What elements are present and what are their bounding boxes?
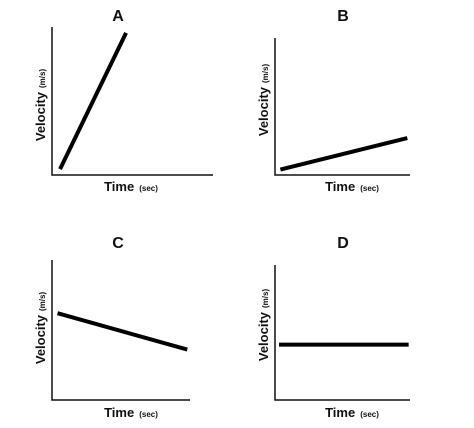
panel-b: B Velocity(m/s) Time (sec) [256,8,410,194]
panel-c-series-line [56,311,188,352]
panel-c-y-axis-label: Velocity(m/s) [33,292,48,365]
panel-b-y-axis-label: Velocity(m/s) [256,64,271,137]
panel-c: C Velocity(m/s) Time (sec) [33,235,190,420]
panel-c-title: C [112,235,124,252]
panel-a-axes [51,27,213,176]
panel-a-y-axis-label: Velocity(m/s) [33,69,48,142]
panel-a-title: A [112,8,124,25]
panel-a-series-line [58,32,128,170]
panel-a: A Velocity(m/s) Time (sec) [33,8,213,194]
panel-c-axes [51,260,190,401]
panel-b-x-axis-label: Time (sec) [325,179,379,194]
panel-a-x-axis-label: Time (sec) [104,179,158,194]
panel-d-x-axis-label: Time (sec) [325,405,379,420]
panel-b-title: B [337,8,349,25]
panel-b-axes [274,38,410,176]
panel-d: D Velocity(m/s) Time (sec) [256,235,410,420]
panel-d-title: D [337,235,349,252]
panel-c-x-axis-label: Time (sec) [104,405,158,420]
panel-d-axes [274,265,410,401]
panel-d-y-axis-label: Velocity(m/s) [256,289,271,362]
panel-b-series-line [279,136,408,172]
